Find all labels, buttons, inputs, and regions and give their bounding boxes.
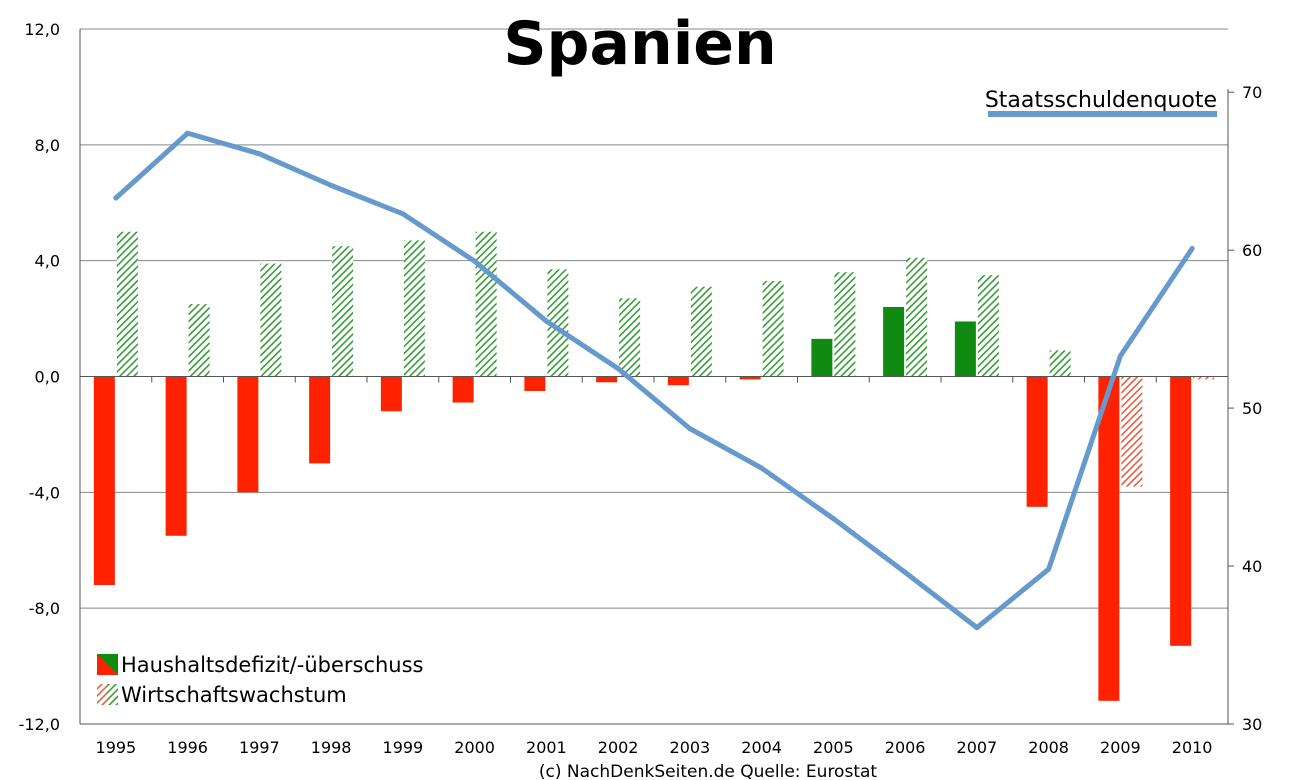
bar-growth (260, 263, 282, 377)
bar-deficit (309, 376, 331, 464)
line-staatsschuldenquote (113, 130, 1195, 631)
bar-growth (762, 280, 784, 377)
bar-deficit (452, 376, 474, 403)
category-label: 1998 (311, 738, 352, 757)
bar-deficit (165, 376, 187, 536)
bar-deficit (1170, 376, 1192, 646)
bar-deficit (667, 376, 689, 386)
category-label: 2001 (526, 738, 567, 757)
right-tick-label: 30 (1242, 715, 1262, 734)
bar-deficit (93, 376, 115, 585)
left-tick-label: -12,0 (19, 715, 60, 734)
source-note: (c) NachDenkSeiten.de Quelle: Eurostat (539, 762, 877, 780)
left-tick-label: 12,0 (24, 20, 60, 39)
category-label: 2006 (885, 738, 926, 757)
right-tick-label: 50 (1242, 399, 1262, 418)
bar-deficit (1098, 376, 1120, 701)
bar-growth (1121, 376, 1143, 487)
bar-deficit (380, 376, 402, 412)
left-tick-label: -4,0 (29, 483, 60, 502)
bar-deficit (811, 338, 833, 377)
category-label: 1996 (167, 738, 208, 757)
bar-deficit (524, 376, 546, 391)
legend-swatch-solid (97, 654, 118, 675)
bar-growth (977, 275, 999, 377)
bar-growth (906, 257, 928, 377)
right-tick-label: 40 (1242, 557, 1262, 576)
bar-deficit (1026, 376, 1048, 507)
bar-growth (475, 231, 497, 377)
bar-growth (1049, 350, 1071, 377)
category-label: 2009 (1100, 738, 1141, 757)
category-label: 2010 (1172, 738, 1213, 757)
bar-growth (332, 246, 354, 377)
bar-growth (403, 240, 425, 377)
right-tick-label: 70 (1242, 83, 1262, 102)
category-label: 1999 (383, 738, 424, 757)
line-point (1189, 246, 1195, 252)
category-label: 2002 (598, 738, 639, 757)
bar-growth (188, 304, 210, 377)
category-label: 2000 (454, 738, 495, 757)
line-point (974, 625, 980, 631)
line-point (113, 195, 119, 201)
left-tick-label: 4,0 (35, 252, 60, 271)
axis-layer (79, 29, 1234, 725)
bar-legend: Haushaltsdefizit/-überschuss Wirtschafts… (97, 653, 424, 707)
bar-growth (619, 298, 641, 377)
left-tick-label: -8,0 (29, 599, 60, 618)
line-point (1046, 566, 1052, 572)
line-point (543, 318, 549, 324)
legend-label-deficit: Haushaltsdefizit/-überschuss (121, 653, 424, 677)
category-label: 2007 (957, 738, 998, 757)
bar-deficit (954, 321, 976, 377)
line-point (328, 182, 334, 188)
category-label: 2005 (813, 738, 854, 757)
category-label: 2008 (1028, 738, 1069, 757)
line-legend: Staatsschuldenquote (985, 88, 1217, 117)
line-point (400, 211, 406, 217)
line-point (256, 151, 262, 157)
bar-growth (690, 286, 712, 377)
category-label: 2003 (670, 738, 711, 757)
bar-deficit (237, 376, 259, 493)
chart-title: Spanien (503, 9, 776, 79)
line-point (472, 258, 478, 264)
legend-swatch-hatched-green (107, 684, 118, 705)
line-point (615, 366, 621, 372)
bar-layer (93, 231, 1215, 701)
legend-label-growth: Wirtschaftswachstum (121, 683, 347, 707)
left-tick-label: 8,0 (35, 136, 60, 155)
line-point (1117, 353, 1123, 359)
left-tick-label: 0,0 (35, 368, 60, 387)
right-tick-label: 60 (1242, 241, 1262, 260)
category-label: 1997 (239, 738, 280, 757)
line-point (830, 516, 836, 522)
bar-growth (834, 272, 856, 377)
bar-deficit (596, 376, 618, 383)
line-point (185, 130, 191, 136)
bar-deficit (883, 307, 905, 377)
category-label: 1995 (96, 738, 137, 757)
line-point (902, 569, 908, 575)
line-legend-label: Staatsschuldenquote (985, 88, 1217, 113)
bar-growth (1193, 376, 1215, 380)
label-layer: 12,0 8,0 4,0 0,0 -4,0 -8,0 -12,0 70 60 50 40 30 1995… (19, 20, 1263, 757)
bar-deficit (739, 376, 761, 380)
bar-growth (547, 269, 569, 377)
line-point (687, 426, 693, 432)
line-point (759, 465, 765, 471)
line-layer (113, 130, 1195, 631)
bar-growth (116, 231, 138, 377)
legend-swatch-hatched (97, 684, 107, 705)
category-label: 2004 (741, 738, 782, 757)
